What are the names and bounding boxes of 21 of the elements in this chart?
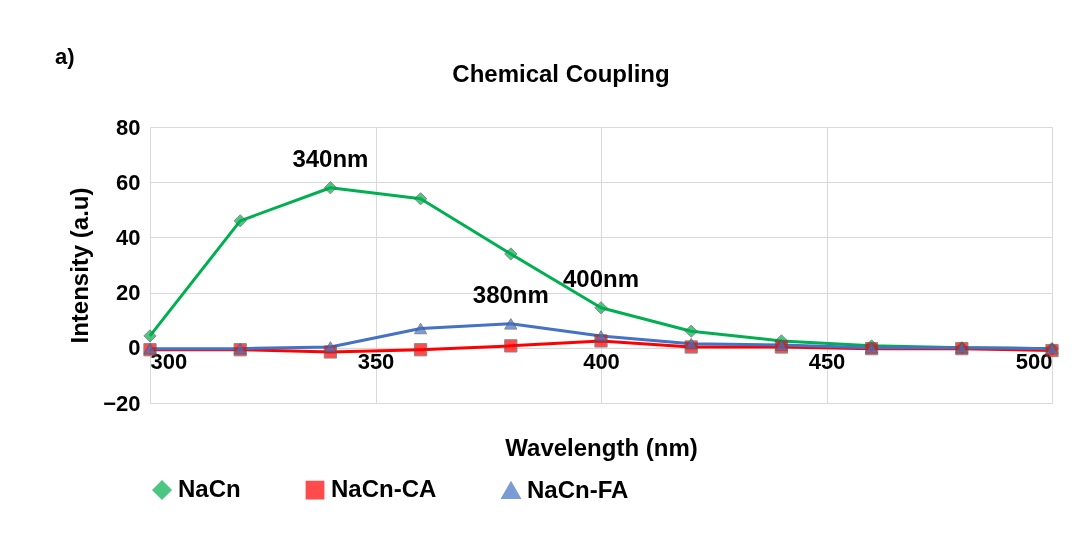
x-tick-label: 500	[1015, 349, 1053, 375]
x-tick-label: 300	[150, 349, 188, 375]
y-axis-title: Intensity (a.u)	[66, 187, 94, 344]
y-tick-label: 80	[116, 114, 141, 140]
text: a)	[55, 44, 75, 69]
annotation: 400nm	[562, 264, 640, 292]
x-axis-title: Wavelength (nm)	[505, 433, 698, 461]
legend-label: NaCn	[178, 475, 241, 503]
y-tick-label: 0	[128, 335, 141, 361]
y-tick-label: 40	[116, 224, 141, 250]
y-tick-label: −20	[103, 390, 141, 416]
y-tick-label: 60	[116, 169, 141, 195]
legend-label: NaCn-FA	[527, 475, 629, 503]
x-tick-label: 400	[583, 349, 620, 375]
annotation: 380nm	[472, 280, 549, 308]
x-tick-label: 350	[357, 349, 395, 375]
annotation: 340nm	[292, 144, 369, 172]
chart-title: Chemical Coupling	[452, 60, 670, 87]
y-tick-label: 20	[116, 280, 141, 306]
x-tick-label: 450	[808, 349, 846, 375]
legend-label: NaCn-CA	[331, 475, 437, 503]
